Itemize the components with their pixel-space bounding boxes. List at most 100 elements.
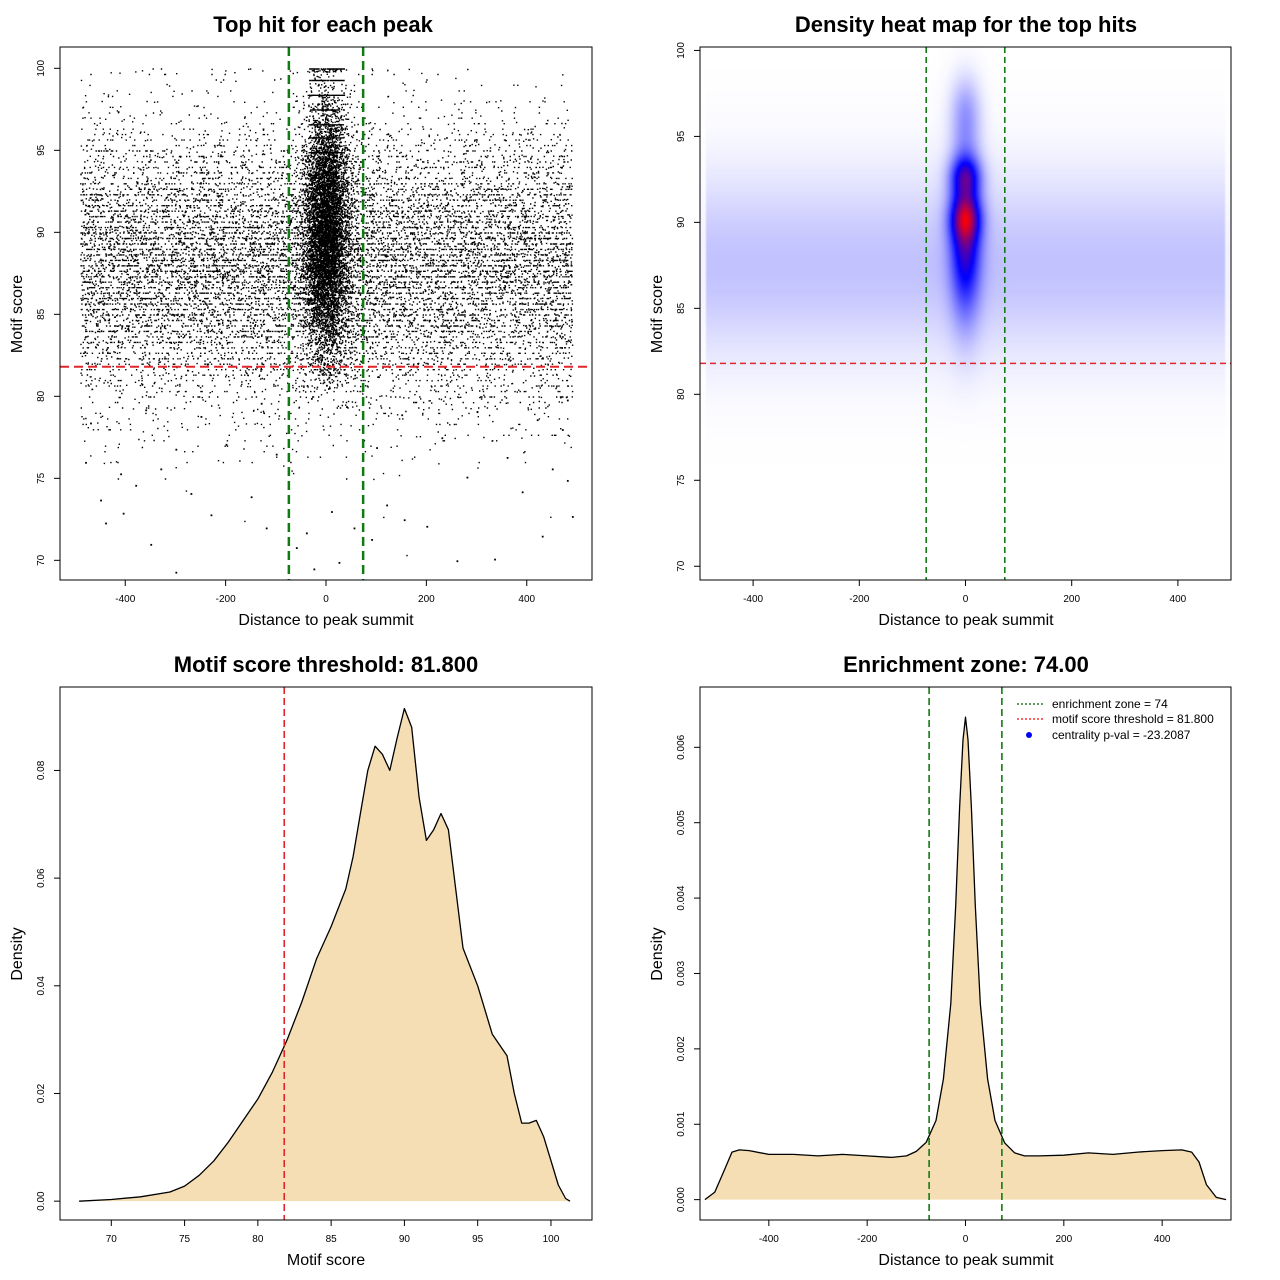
scatter-point xyxy=(90,422,92,425)
scatter-x-tick-label: 200 xyxy=(418,594,435,605)
heatmap-y-tick-label: 75 xyxy=(676,474,687,486)
scatter-point xyxy=(135,484,138,487)
scatter-point xyxy=(150,543,153,546)
scatter-point xyxy=(145,409,148,412)
scatter-point xyxy=(326,384,328,387)
distance-density-x-tick-label: 0 xyxy=(963,1234,969,1245)
score-density-y-tick-label: 0.08 xyxy=(36,760,47,780)
distance-density-ylabel: Density xyxy=(649,927,666,980)
scatter-point xyxy=(386,504,389,507)
heatmap-title: Density heat map for the top hits xyxy=(795,12,1137,37)
scatter-point xyxy=(225,443,228,446)
scatter-y-tick-label: 95 xyxy=(36,144,47,156)
distance-density-y-tick-label: 0.006 xyxy=(676,734,687,759)
heatmap-x-tick-label: -400 xyxy=(743,594,763,605)
score-density-x-tick-label: 100 xyxy=(543,1234,560,1245)
scatter-y-tick-label: 75 xyxy=(36,472,47,484)
scatter-title: Top hit for each peak xyxy=(213,12,433,37)
scatter-point xyxy=(331,511,333,513)
scatter-point xyxy=(190,493,193,495)
score-density-x-tick-label: 70 xyxy=(106,1234,118,1245)
score-density-fill xyxy=(79,708,571,1202)
scatter-point-cloud xyxy=(80,68,574,557)
scatter-panel: Top hit for each peak Distance to peak s… xyxy=(9,12,593,629)
scatter-point xyxy=(376,447,378,449)
scatter-point xyxy=(566,399,569,402)
scatter-y-tick-label: 70 xyxy=(36,554,47,566)
score-density-x-tick-label: 75 xyxy=(179,1234,191,1245)
scatter-plot-frame xyxy=(59,46,593,581)
scatter-xlabel: Distance to peak summit xyxy=(238,612,414,629)
distance-density-plot-frame xyxy=(699,686,1232,1221)
score-density-x-tick-label: 85 xyxy=(326,1234,338,1245)
legend-label: enrichment zone = 74 xyxy=(1052,697,1168,711)
distance-density-panel: Enrichment zone: 74.00 Distance to peak … xyxy=(649,652,1232,1269)
heatmap-y-tick-label: 70 xyxy=(676,560,687,572)
scatter-point xyxy=(371,539,373,541)
distance-density-y-tick-label: 0.001 xyxy=(676,1111,687,1136)
scatter-point xyxy=(310,397,313,400)
scatter-x-tick-label: -400 xyxy=(115,594,135,605)
scatter-point xyxy=(210,514,213,517)
heatmap-xlabel: Distance to peak summit xyxy=(878,612,1054,629)
scatter-point xyxy=(275,453,278,456)
scatter-point xyxy=(260,402,263,405)
scatter-point xyxy=(466,476,469,479)
score-density-title: Motif score threshold: 81.800 xyxy=(174,652,478,677)
distance-density-x-tick-label: -200 xyxy=(857,1234,877,1245)
distance-density-fill xyxy=(704,717,1227,1200)
scatter-point xyxy=(265,527,268,530)
distance-density-title: Enrichment zone: 74.00 xyxy=(843,652,1089,677)
scatter-point xyxy=(403,519,406,522)
heatmap-panel: Density heat map for the top hits Distan… xyxy=(649,12,1232,629)
score-density-curve xyxy=(79,707,571,1202)
scatter-point xyxy=(494,558,496,561)
scatter-point xyxy=(295,547,298,549)
scatter-points xyxy=(80,68,574,574)
scatter-y-tick-label: 100 xyxy=(36,60,47,77)
scatter-point xyxy=(541,535,544,538)
heatmap-x-tick-label: 400 xyxy=(1170,594,1187,605)
score-density-xlabel: Motif score xyxy=(287,1252,365,1269)
heatmap-y-tick-label: 80 xyxy=(676,388,687,400)
score-density-x-tick-label: 90 xyxy=(399,1234,411,1245)
distance-density-y-tick-label: 0.002 xyxy=(676,1036,687,1061)
heatmap-x-tick-label: 0 xyxy=(963,594,969,605)
scatter-point xyxy=(506,457,509,459)
scatter-point xyxy=(456,560,459,563)
scatter-point xyxy=(105,522,107,525)
score-density-y-tick-label: 0.02 xyxy=(36,1083,47,1103)
legend-point-swatch xyxy=(1026,732,1032,738)
scatter-point xyxy=(85,461,87,464)
scatter-point xyxy=(566,479,569,482)
scatter-point xyxy=(175,448,178,451)
scatter-point xyxy=(328,376,331,379)
distance-density-x-tick-label: 400 xyxy=(1154,1234,1171,1245)
heatmap-plot-frame xyxy=(699,46,1232,581)
scatter-y-tick-label: 90 xyxy=(36,226,47,238)
scatter-point xyxy=(200,416,203,418)
heatmap-x-tick-label: -200 xyxy=(849,594,869,605)
distance-density-y-tick-label: 0.003 xyxy=(676,961,687,986)
distance-density-y-tick-label: 0.005 xyxy=(676,810,687,835)
scatter-point xyxy=(441,437,444,440)
scatter-x-tick-label: -200 xyxy=(216,594,236,605)
distance-density-x-tick-label: 200 xyxy=(1055,1234,1072,1245)
score-density-x-tick-label: 95 xyxy=(472,1234,484,1245)
score-density-y-tick-label: 0.06 xyxy=(36,868,47,888)
legend-label: centrality p-val = -23.2087 xyxy=(1052,728,1191,742)
scatter-point xyxy=(536,419,539,422)
score-density-panel: Motif score threshold: 81.800 Motif scor… xyxy=(9,652,593,1269)
scatter-point xyxy=(551,468,554,471)
scatter-point xyxy=(561,429,564,431)
scatter-point xyxy=(426,525,429,528)
scatter-point xyxy=(401,414,404,417)
legend-label: motif score threshold = 81.800 xyxy=(1052,712,1214,726)
heatmap-y-tick-label: 85 xyxy=(676,302,687,314)
scatter-ylabel: Motif score xyxy=(9,275,26,353)
scatter-point xyxy=(160,468,163,471)
distance-density-x-tick-label: -400 xyxy=(759,1234,779,1245)
distance-density-curve xyxy=(704,716,1227,1201)
scatter-point xyxy=(120,473,123,476)
